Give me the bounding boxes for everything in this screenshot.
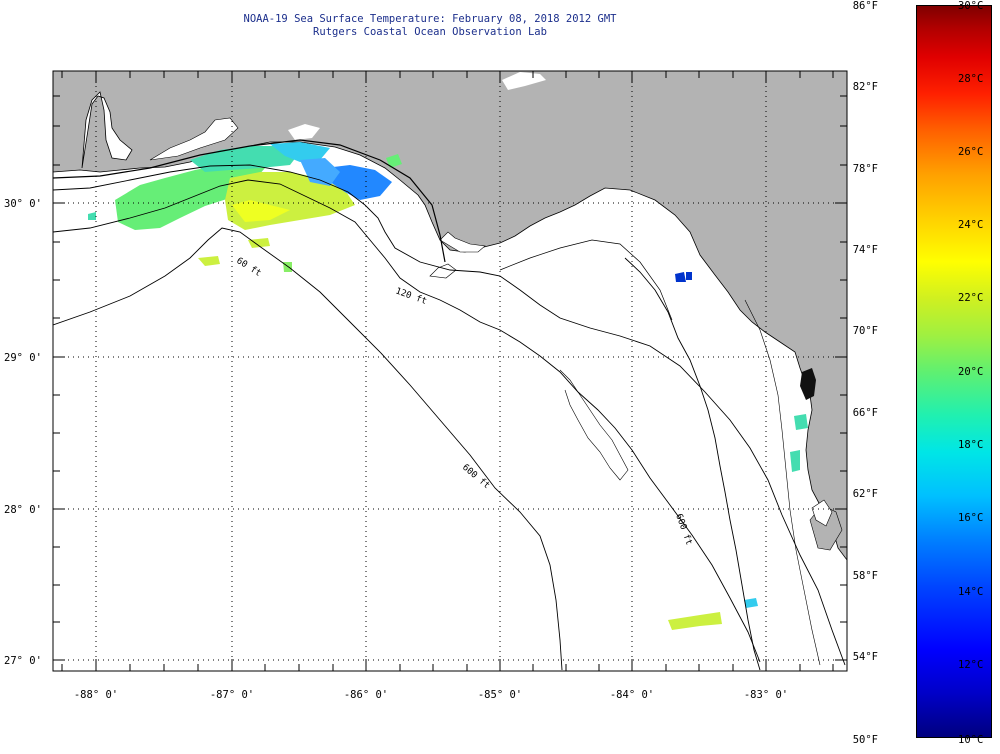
colorbar-c-18: 18°C xyxy=(958,439,984,451)
cloud-patch-1 xyxy=(502,72,546,90)
lat-label-28: 28° 0' xyxy=(4,504,42,516)
lat-label-30: 30° 0' xyxy=(4,198,42,210)
sst-patch-small-4 xyxy=(675,272,686,282)
cloud-patch-2 xyxy=(288,124,320,140)
contour-coastal-east xyxy=(499,239,673,321)
coast-dark-cluster xyxy=(800,368,816,400)
sst-patch-small-8 xyxy=(668,612,722,630)
sst-patch-small-11 xyxy=(88,212,96,220)
lon-label-87: -87° 0' xyxy=(210,689,254,701)
colorbar-f-54: 54°F xyxy=(852,651,878,663)
colorbar-c-30: 30°C xyxy=(958,0,984,12)
lat-label-27: 27° 0' xyxy=(4,655,42,667)
colorbar-c-28: 28°C xyxy=(958,73,984,85)
contour-inner-island xyxy=(429,263,457,279)
colorbar-f-50: 50°F xyxy=(852,734,878,746)
sst-patch-lightblue xyxy=(300,158,340,186)
map-frame xyxy=(52,70,848,672)
tampa-bay xyxy=(811,499,833,527)
colorbar-c-26: 26°C xyxy=(958,146,984,158)
lon-label-83: -83° 0' xyxy=(744,689,788,701)
colorbar-f-78: 78°F xyxy=(852,163,878,175)
sst-patch-small-5 xyxy=(686,272,692,280)
map-title: NOAA-19 Sea Surface Temperature: Februar… xyxy=(243,13,617,25)
contour-600ft xyxy=(53,227,563,671)
contour-big-bend-jagged xyxy=(559,369,629,481)
tick-marks xyxy=(53,71,847,671)
temperature-colorbar xyxy=(916,5,992,738)
panhandle-bays xyxy=(149,117,239,161)
sst-patch-small-1 xyxy=(198,256,220,266)
colorbar-f-58: 58°F xyxy=(852,570,878,582)
lat-label-29: 29° 0' xyxy=(4,352,42,364)
sst-patch-cyan xyxy=(270,142,330,162)
contour-120ft xyxy=(53,179,761,663)
sst-patch-small-7 xyxy=(790,450,800,472)
sst-patch-small-6 xyxy=(794,414,808,430)
sst-patch-small-9 xyxy=(744,598,758,608)
lon-label-86: -86° 0' xyxy=(344,689,388,701)
colorbar-c-20: 20°C xyxy=(958,366,984,378)
colorbar-c-10: 10°C xyxy=(958,734,984,746)
colorbar-c-22: 22°C xyxy=(958,292,984,304)
colorbar-c-14: 14°C xyxy=(958,586,984,598)
colorbar-c-12: 12°C xyxy=(958,659,984,671)
sst-patch-blue xyxy=(325,165,392,200)
colorbar-f-82: 82°F xyxy=(852,81,878,93)
sst-patch-small-2 xyxy=(248,238,270,248)
lon-label-85: -85° 0' xyxy=(478,689,522,701)
apalachicola-bay xyxy=(439,231,486,253)
lon-label-88: -88° 0' xyxy=(74,689,118,701)
colorbar-f-62: 62°F xyxy=(852,488,878,500)
colorbar-c-16: 16°C xyxy=(958,512,984,524)
contour-coast-edge-east xyxy=(744,299,821,666)
colorbar-f-66: 66°F xyxy=(852,407,878,419)
colorbar-f-86: 86°F xyxy=(852,0,878,12)
graticule xyxy=(53,71,847,671)
contour-panhandle-shelf xyxy=(53,139,446,263)
sst-patch-yellow xyxy=(232,200,290,222)
map-subtitle: Rutgers Coastal Ocean Observation Lab xyxy=(313,26,547,38)
colorbar-f-70: 70°F xyxy=(852,325,878,337)
contour-600ft-east xyxy=(624,257,761,671)
lon-label-84: -84° 0' xyxy=(610,689,654,701)
sst-patch-small-10 xyxy=(386,154,402,168)
colorbar-c-24: 24°C xyxy=(958,219,984,231)
sst-patch-green xyxy=(115,160,265,230)
mobile-bay xyxy=(81,91,133,169)
colorbar-f-74: 74°F xyxy=(852,244,878,256)
